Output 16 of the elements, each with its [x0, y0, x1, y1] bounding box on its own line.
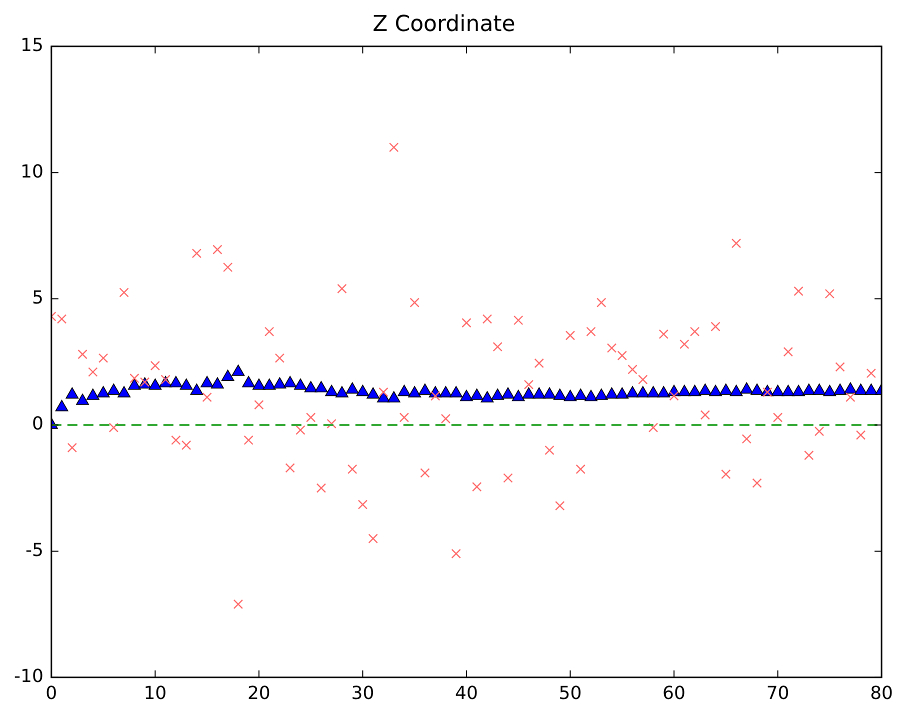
x-tick-label: 20 [247, 682, 270, 704]
x-tick-label: 80 [870, 682, 893, 704]
y-tick-label: 5 [32, 287, 44, 308]
x-tick-label: 0 [46, 682, 58, 704]
y-tick-label: -5 [25, 540, 44, 561]
y-tick-label: 15 [20, 35, 44, 56]
x-tick-label: 30 [351, 682, 374, 704]
chart-title: Z Coordinate [372, 12, 516, 37]
x-tick-label: 40 [455, 682, 478, 704]
x-tick-label: 60 [662, 682, 686, 704]
x-tick-label: 10 [144, 682, 167, 704]
x-tick-label: 50 [558, 682, 582, 704]
y-tick-label: -10 [14, 666, 44, 688]
y-tick-label: 0 [32, 414, 44, 435]
x-tick-label: 70 [766, 682, 790, 704]
y-tick-label: 10 [20, 161, 44, 182]
